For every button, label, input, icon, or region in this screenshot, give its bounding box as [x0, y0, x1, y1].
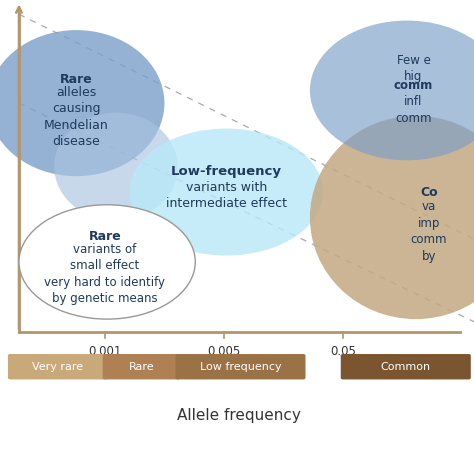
- Ellipse shape: [0, 30, 164, 176]
- Text: Rare: Rare: [128, 362, 154, 372]
- Text: Low frequency: Low frequency: [200, 362, 281, 372]
- Text: Rare: Rare: [89, 230, 121, 243]
- Text: 0.005: 0.005: [207, 345, 241, 357]
- Ellipse shape: [19, 205, 195, 319]
- Ellipse shape: [310, 116, 474, 319]
- Text: comm: comm: [394, 79, 433, 92]
- Ellipse shape: [129, 128, 323, 255]
- Text: 0.001: 0.001: [88, 345, 122, 357]
- FancyBboxPatch shape: [341, 354, 471, 379]
- FancyBboxPatch shape: [8, 354, 107, 379]
- Ellipse shape: [54, 113, 178, 221]
- Text: alleles
causing
Mendelian
disease: alleles causing Mendelian disease: [44, 86, 109, 148]
- Text: variants of
small effect
very hard to identify
by genetic means: variants of small effect very hard to id…: [45, 243, 165, 305]
- Text: Few e
hig: Few e hig: [397, 54, 430, 100]
- Text: Allele frequency: Allele frequency: [177, 408, 301, 423]
- Text: Low-frequency: Low-frequency: [171, 165, 282, 178]
- FancyBboxPatch shape: [103, 354, 180, 379]
- Text: Very rare: Very rare: [32, 362, 83, 372]
- Text: variants with
intermediate effect: variants with intermediate effect: [165, 181, 287, 210]
- Text: Common: Common: [381, 362, 431, 372]
- Text: 0.05: 0.05: [330, 345, 356, 357]
- Text: infl
comm: infl comm: [395, 95, 432, 125]
- FancyBboxPatch shape: [175, 354, 305, 379]
- Text: Co: Co: [420, 186, 438, 199]
- Ellipse shape: [310, 20, 474, 160]
- Text: Rare: Rare: [60, 73, 92, 86]
- Text: va
imp
comm
by: va imp comm by: [410, 200, 447, 263]
